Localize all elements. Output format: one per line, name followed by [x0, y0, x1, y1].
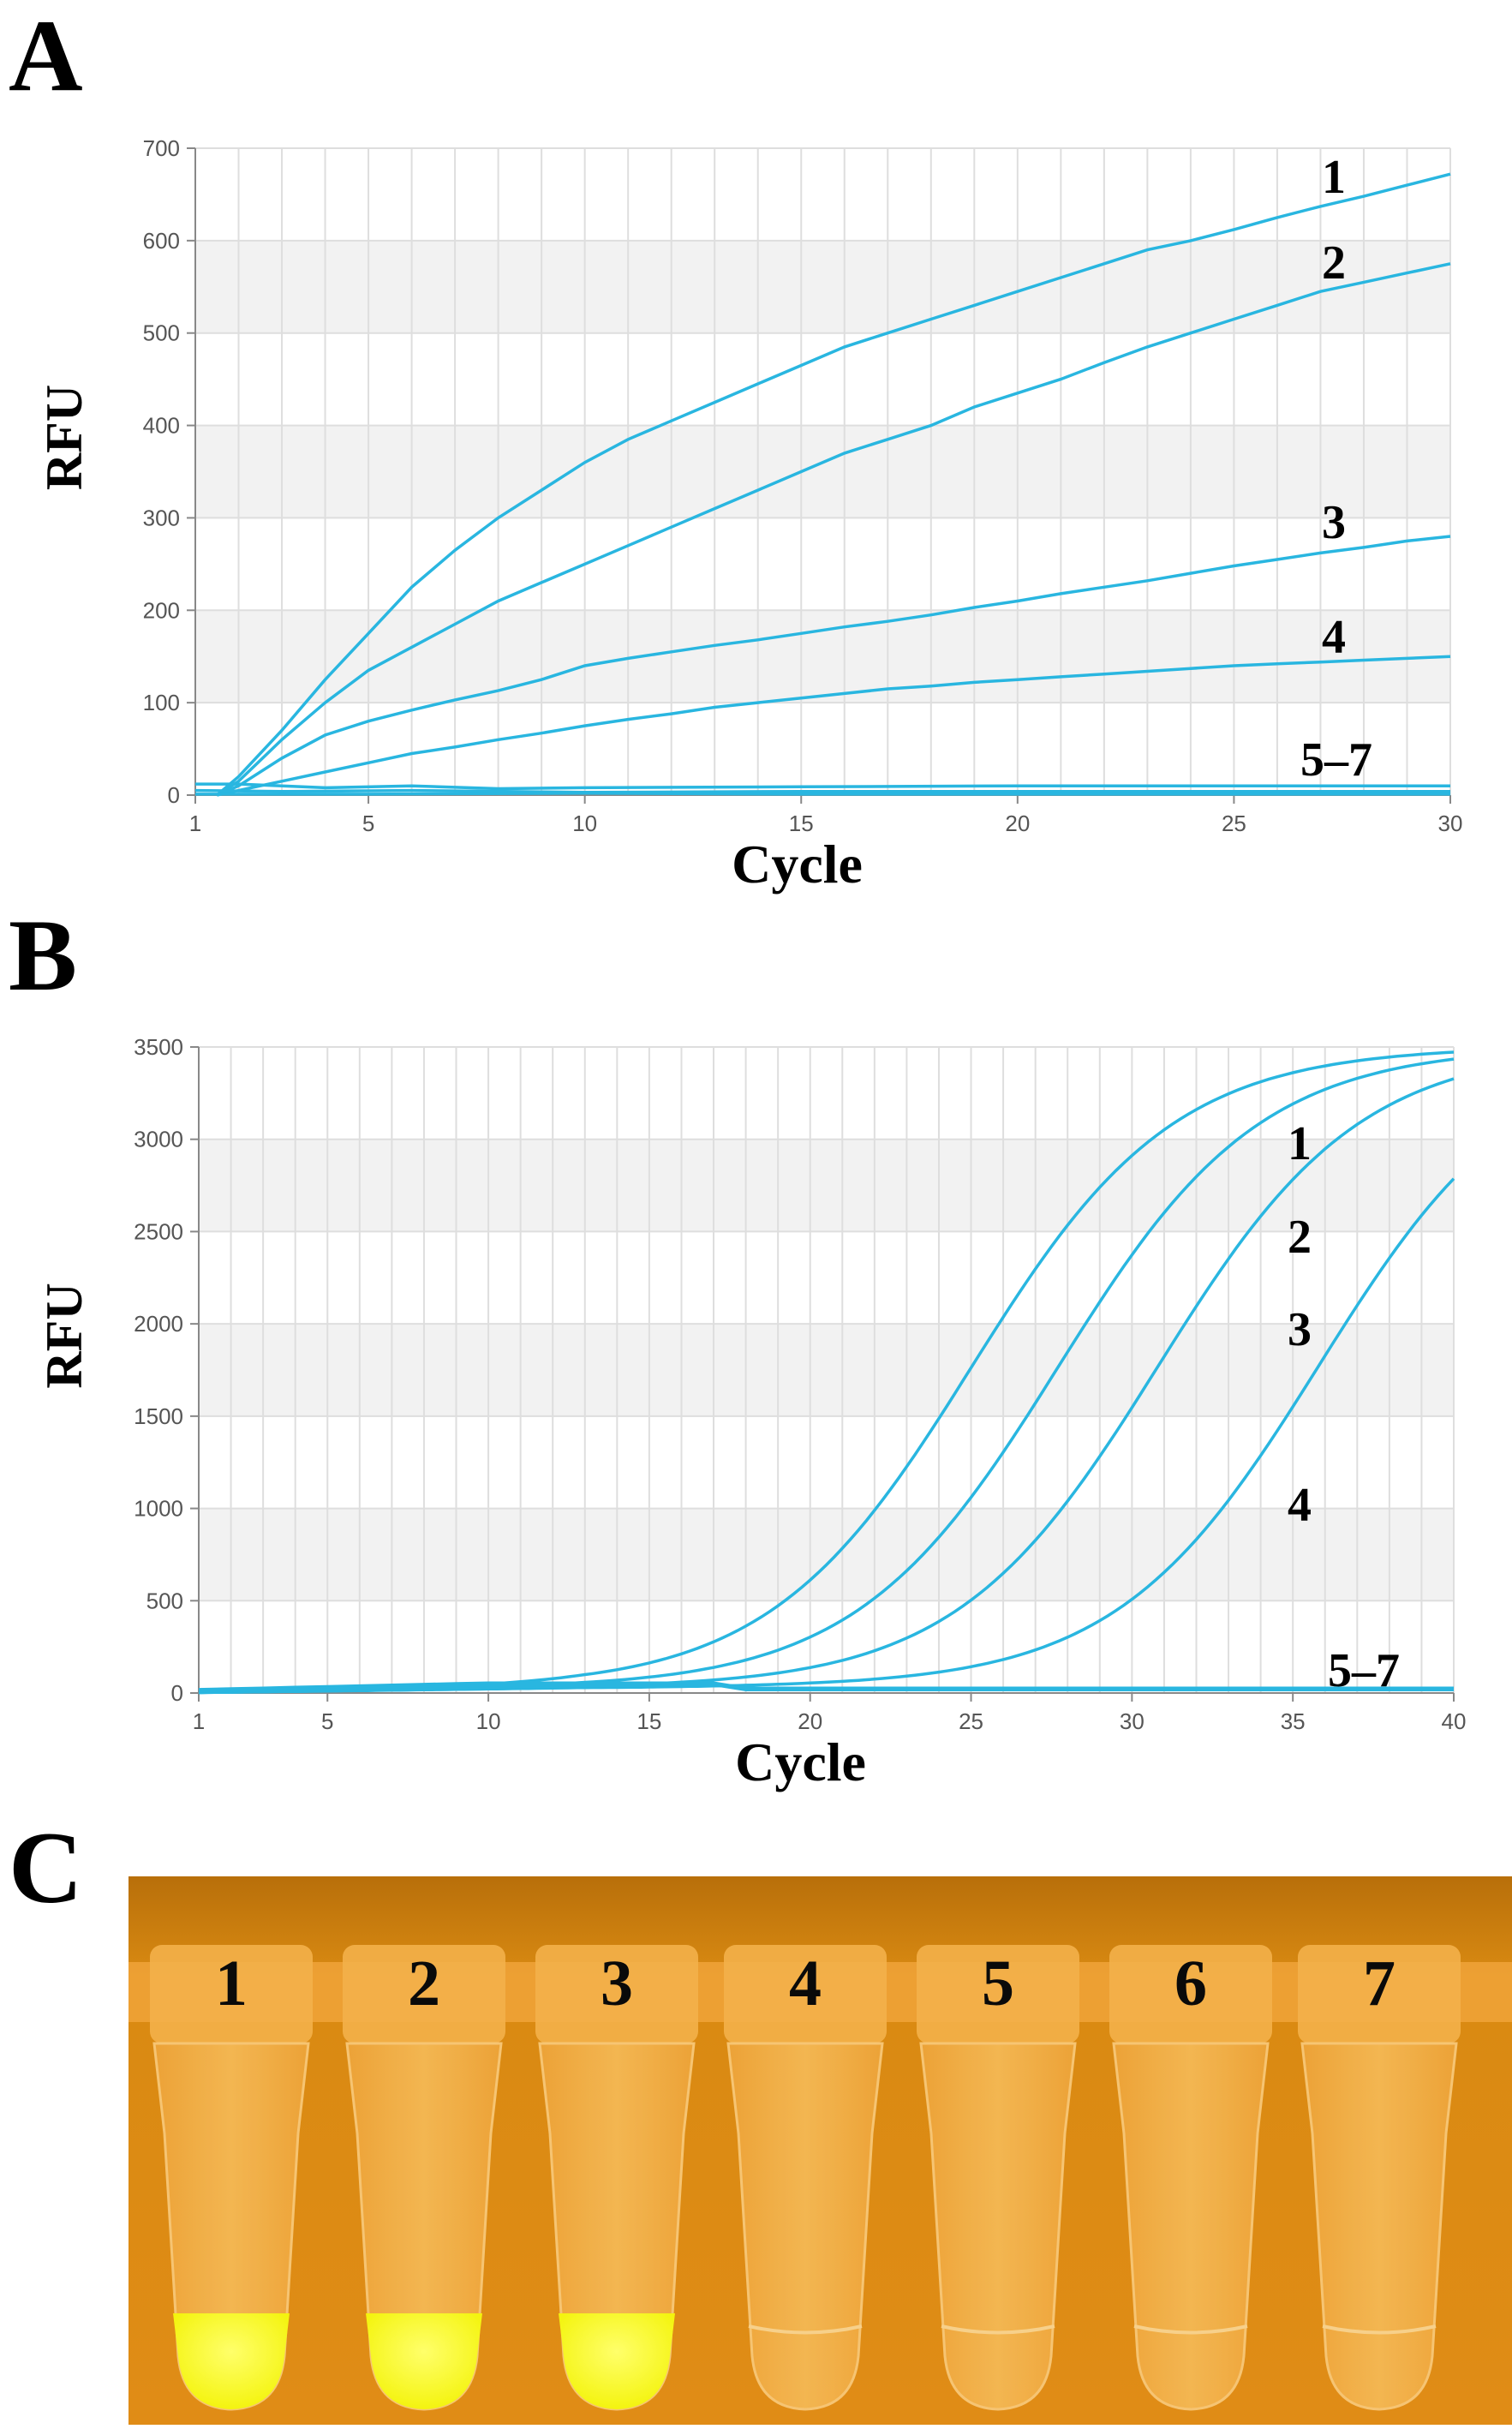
tube-body	[726, 2042, 884, 2411]
tube-body	[1112, 2042, 1270, 2411]
tube-cap	[1298, 1945, 1461, 2043]
tube-6: 6	[1109, 1945, 1272, 2411]
x-tick-label: 15	[789, 811, 814, 836]
grid-band	[199, 1139, 1454, 1232]
tube-4: 4	[724, 1945, 887, 2411]
fluorescent-liquid	[559, 2313, 675, 2409]
tube-label: 1	[215, 1947, 248, 2019]
tube-label: 7	[1363, 1947, 1395, 2019]
panel-letter-b: B	[9, 898, 78, 1012]
series-line-5-7	[195, 782, 1450, 791]
tube-label: 2	[408, 1947, 440, 2019]
x-tick-label: 10	[572, 811, 597, 836]
series-line-baseline-6	[195, 792, 1450, 796]
y-tick-label: 2000	[134, 1311, 183, 1337]
series-label: 5–7	[1300, 733, 1372, 787]
x-tick-label: 10	[476, 1708, 501, 1734]
tube-label: 5	[982, 1947, 1014, 2019]
y-tick-label: 1000	[134, 1496, 183, 1522]
grid-band	[195, 610, 1450, 703]
series-label: 3	[1322, 496, 1346, 549]
x-tick-label: 30	[1438, 811, 1463, 836]
y-tick-label: 700	[143, 135, 180, 161]
x-axis-title: Cycle	[735, 1732, 866, 1792]
series-label: 3	[1288, 1303, 1312, 1356]
y-tick-label: 600	[143, 228, 180, 254]
tube-cap	[1109, 1945, 1272, 2043]
x-tick-label: 20	[1005, 811, 1030, 836]
tube-label: 6	[1174, 1947, 1207, 2019]
x-tick-label: 30	[1120, 1708, 1144, 1734]
y-tick-label: 3500	[134, 1034, 183, 1060]
liquid-meniscus	[1133, 2324, 1248, 2335]
y-tick-label: 0	[168, 782, 180, 808]
series-label: 1	[1322, 151, 1346, 204]
y-axis-title: RFU	[36, 1283, 93, 1388]
x-tick-label: 15	[636, 1708, 661, 1734]
y-tick-label: 300	[143, 505, 180, 530]
y-tick-label: 200	[143, 597, 180, 623]
tube-photo: 1 2 3 4 5 6 7	[128, 1876, 1512, 2425]
liquid-meniscus	[1322, 2324, 1437, 2335]
series-line-baseline-5	[198, 1683, 1454, 1693]
tube-body	[1300, 2042, 1458, 2411]
liquid-meniscus	[748, 2324, 863, 2335]
fluorescent-liquid	[173, 2313, 290, 2409]
x-axis-title: Cycle	[732, 834, 863, 894]
series-line-3	[216, 535, 1451, 797]
tube-cap	[150, 1945, 313, 2043]
grid-band	[199, 1508, 1454, 1601]
series-line-4	[198, 1177, 1455, 1695]
series-line-1	[216, 172, 1451, 797]
x-tick-label: 25	[959, 1708, 983, 1734]
y-tick-label: 100	[143, 690, 180, 715]
grid-band	[195, 240, 1450, 333]
y-tick-label: 400	[143, 413, 180, 439]
grid-band	[195, 425, 1450, 518]
tube-label: 3	[601, 1947, 633, 2019]
tube-2: 2	[343, 1945, 505, 2411]
panel-letter-a: A	[9, 0, 83, 112]
tube-7: 7	[1298, 1945, 1461, 2411]
x-tick-label: 35	[1281, 1708, 1306, 1734]
series-label: 1	[1288, 1117, 1312, 1170]
x-tick-label: 20	[798, 1708, 822, 1734]
x-tick-label: 5	[321, 1708, 333, 1734]
y-axis-title: RFU	[36, 385, 93, 490]
tube-cap	[343, 1945, 505, 2043]
x-tick-label: 1	[193, 1708, 205, 1734]
series-label: 2	[1288, 1211, 1312, 1264]
liquid-meniscus	[941, 2324, 1055, 2335]
tube-1: 1	[150, 1945, 313, 2411]
tube-cap	[724, 1945, 887, 2043]
series-line-4	[216, 655, 1451, 797]
y-tick-label: 0	[171, 1680, 183, 1706]
x-tick-label: 25	[1222, 811, 1246, 836]
panel-letter-c: C	[9, 1810, 83, 1924]
series-label: 2	[1322, 236, 1346, 290]
grid-band	[199, 1324, 1454, 1416]
y-tick-label: 2500	[134, 1218, 183, 1244]
series-line-2	[216, 262, 1451, 797]
series-label: 4	[1322, 611, 1346, 664]
tube-cap	[535, 1945, 698, 2043]
fluorescent-liquid	[366, 2313, 482, 2409]
y-tick-label: 1500	[134, 1403, 183, 1429]
tube-cap	[917, 1945, 1079, 2043]
tube-5: 5	[917, 1945, 1079, 2411]
x-tick-label: 40	[1442, 1708, 1467, 1734]
x-tick-label: 5	[362, 811, 374, 836]
y-tick-label: 500	[146, 1588, 183, 1613]
series-line-baseline-5	[194, 788, 1450, 794]
y-tick-label: 500	[143, 320, 180, 346]
tube-body	[919, 2042, 1077, 2411]
series-line-baseline-6	[198, 1681, 1454, 1691]
tube-label: 4	[789, 1947, 822, 2019]
series-label: 4	[1288, 1479, 1312, 1532]
x-tick-label: 1	[189, 811, 201, 836]
tube-3: 3	[535, 1945, 698, 2411]
y-tick-label: 3000	[134, 1127, 183, 1152]
